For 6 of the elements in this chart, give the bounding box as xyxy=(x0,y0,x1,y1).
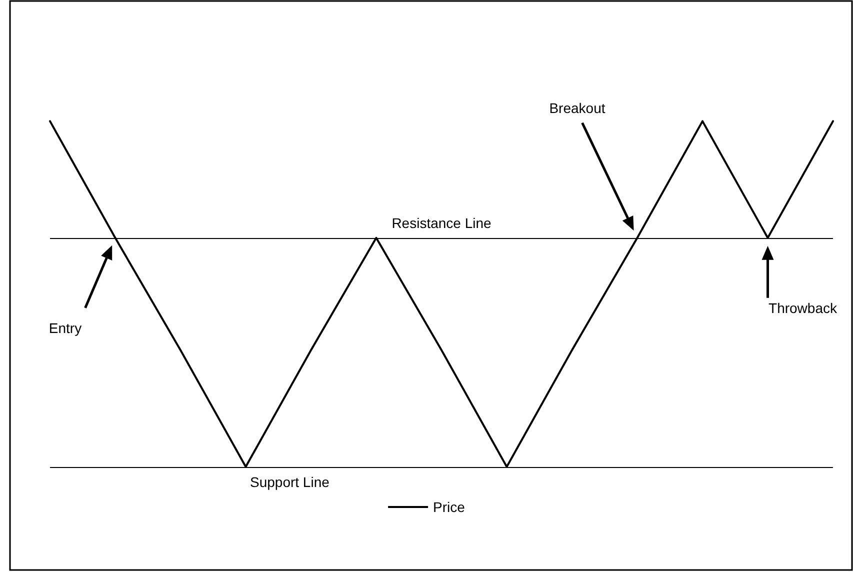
ref-line-label: Resistance Line xyxy=(392,214,492,231)
legend-label: Price xyxy=(433,499,466,515)
annotation: Entry xyxy=(48,320,82,336)
annotation: Throwback xyxy=(768,300,838,316)
ref-line-label: Support Line xyxy=(250,474,330,490)
text: Breakout xyxy=(549,100,606,116)
